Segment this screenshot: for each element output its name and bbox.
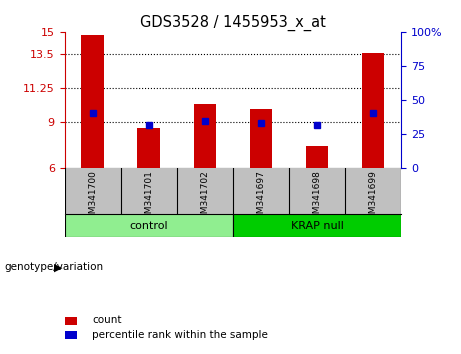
Bar <box>65 214 233 237</box>
Text: genotype/variation: genotype/variation <box>5 262 104 272</box>
Text: ▶: ▶ <box>54 262 63 272</box>
Text: control: control <box>130 221 168 230</box>
Bar <box>194 104 216 167</box>
Bar <box>250 109 272 167</box>
Text: GSM341698: GSM341698 <box>313 170 321 225</box>
Text: KRAP null: KRAP null <box>290 221 343 230</box>
Text: GSM341701: GSM341701 <box>144 170 153 225</box>
Text: GSM341700: GSM341700 <box>88 170 97 225</box>
Bar <box>306 147 328 167</box>
Text: GSM341697: GSM341697 <box>256 170 266 225</box>
Text: GSM341702: GSM341702 <box>200 170 209 225</box>
Text: count: count <box>92 315 122 325</box>
Bar <box>82 35 104 167</box>
Text: percentile rank within the sample: percentile rank within the sample <box>92 330 268 339</box>
Title: GDS3528 / 1455953_x_at: GDS3528 / 1455953_x_at <box>140 14 326 30</box>
Bar <box>362 53 384 167</box>
Bar <box>233 214 401 237</box>
Text: GSM341699: GSM341699 <box>368 170 378 225</box>
Bar <box>137 129 160 167</box>
